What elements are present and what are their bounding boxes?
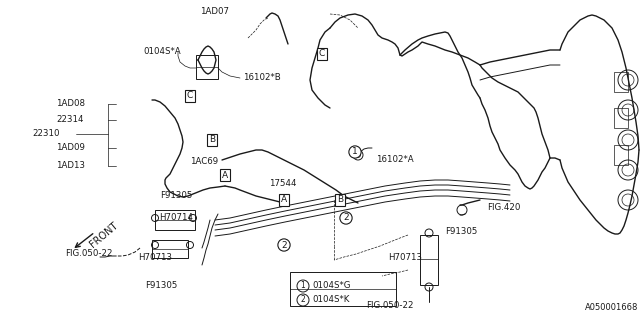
Text: A050001668: A050001668 [584,303,638,312]
Text: FRONT: FRONT [88,220,120,250]
Text: 22310: 22310 [32,130,60,139]
Text: 1AC69: 1AC69 [190,157,218,166]
Text: 16102*A: 16102*A [376,156,413,164]
Text: C: C [187,92,193,100]
Text: A: A [222,171,228,180]
Text: 22314: 22314 [56,116,83,124]
Text: F91305: F91305 [160,191,192,201]
Bar [290,272,396,306]
Text: H70714: H70714 [159,212,193,221]
Text: 0104S*G: 0104S*G [312,282,351,291]
Text: B: B [337,196,343,204]
Text: 0104S*K: 0104S*K [312,295,349,305]
Bar [614,72,628,92]
Text: 2: 2 [343,213,349,222]
Text: 1AD09: 1AD09 [56,143,85,153]
Text: 17544: 17544 [269,179,297,188]
Bar [152,240,188,258]
Text: 1: 1 [301,282,305,291]
Text: 2: 2 [281,241,287,250]
Text: 1AD08: 1AD08 [56,100,85,108]
Text: 0104S*A: 0104S*A [143,47,181,57]
Bar [614,145,628,165]
Text: 1: 1 [352,148,358,156]
Text: H70713: H70713 [388,253,422,262]
Text: FIG.420: FIG.420 [487,203,520,212]
Bar [196,55,218,79]
Text: 2: 2 [301,295,305,305]
Text: FIG.050-22: FIG.050-22 [366,300,413,309]
Text: C: C [319,50,325,59]
Bar [155,210,195,230]
Text: H70713: H70713 [138,252,172,261]
Text: FIG.050-22: FIG.050-22 [65,250,113,259]
Text: F91305: F91305 [145,281,177,290]
Text: A: A [281,196,287,204]
Text: 1AD13: 1AD13 [56,162,85,171]
Text: F91305: F91305 [445,228,477,236]
Text: 16102*B: 16102*B [243,74,281,83]
Bar [420,235,438,285]
Text: 1AD07: 1AD07 [200,7,230,17]
Bar [614,108,628,128]
Text: B: B [209,135,215,145]
